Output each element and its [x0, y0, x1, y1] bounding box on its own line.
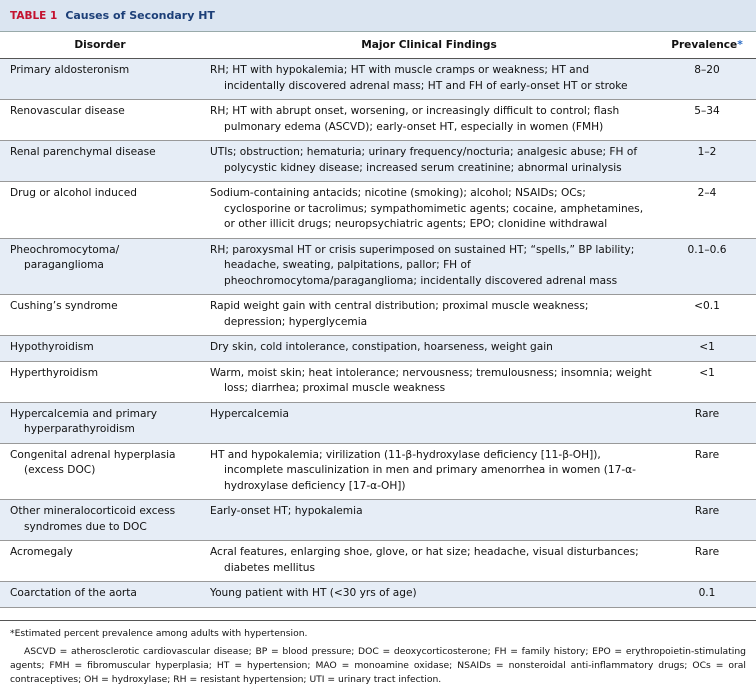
table-row: Drug or alcohol induced Sodium-containing… — [0, 181, 756, 239]
table-row: Renal parenchymal disease UTIs; obstructi… — [0, 140, 756, 182]
table-row: Hypercalcemia and primary hyperparathyro… — [0, 402, 756, 444]
column-header-text: Prevalence — [671, 39, 738, 51]
cell-text: Cushing’s syndrome — [10, 300, 118, 312]
table-cell: Rapid weight gain with central distribut… — [200, 294, 658, 336]
table-cell: Dry skin, cold intolerance, constipation… — [200, 335, 658, 362]
table-cell: Acral features, enlarging shoe, glove, o… — [200, 540, 658, 582]
table-cell: 5–34 — [658, 99, 756, 141]
table-cell: Rare — [658, 499, 756, 541]
table-cell: UTIs; obstruction; hematuria; urinary fr… — [200, 140, 658, 182]
cell-text: Sodium-containing antacids; nicotine (sm… — [210, 187, 644, 230]
footnote: ASCVD = atherosclerotic cardiovascular d… — [10, 645, 746, 685]
cell-text: Pheochromocytoma/ paraganglioma — [10, 243, 120, 272]
cell-text: HT and hypokalemia; virilization (11-β-h… — [210, 448, 636, 492]
cell-text: Early-onset HT; hypokalemia — [210, 505, 363, 517]
table-cell: Early-onset HT; hypokalemia — [200, 499, 658, 541]
table-cell: Congenital adrenal hyperplasia (excess D… — [0, 443, 200, 500]
table-cell: <1 — [658, 335, 756, 362]
table-cell: Young patient with HT (<30 yrs of age) — [200, 581, 658, 608]
table-cell: Rare — [658, 540, 756, 582]
table-row: Other mineralocorticoid excess syndromes… — [0, 499, 756, 541]
column-header: Prevalence* — [658, 32, 756, 59]
cell-text: Rapid weight gain with central distribut… — [210, 300, 589, 328]
table-cell: Hyperthyroidism — [0, 361, 200, 403]
table-cell: Acromegaly — [0, 540, 200, 582]
table-row: Hypothyroidism Dry skin, cold intolerance… — [0, 335, 756, 362]
cell-text: RH; paroxysmal HT or crisis superimposed… — [210, 243, 635, 287]
cell-text: Other mineralocorticoid excess syndromes… — [10, 505, 176, 533]
column-header: Disorder — [0, 32, 200, 59]
table-cell: Sodium-containing antacids; nicotine (sm… — [200, 181, 658, 239]
table-cell: 0.1–0.6 — [658, 238, 756, 295]
table-cell: Hypercalcemia and primary hyperparathyro… — [0, 402, 200, 444]
table-cell: Warm, moist skin; heat intolerance; nerv… — [200, 361, 658, 403]
table-row: Pheochromocytoma/ paraganglioma RH; parox… — [0, 238, 756, 295]
table-cell: 8–20 — [658, 58, 756, 100]
cell-text: Primary aldosteronism — [10, 64, 130, 76]
table-cell: Drug or alcohol induced — [0, 181, 200, 239]
cell-text: UTIs; obstruction; hematuria; urinary fr… — [210, 146, 638, 174]
table-cell: Renal parenchymal disease — [0, 140, 200, 182]
header-row: Disorder Major Clinical Findings Prevale… — [0, 32, 756, 59]
footnotes: *Estimated percent prevalence among adul… — [0, 619, 756, 687]
cell-text: Young patient with HT (<30 yrs of age) — [210, 587, 417, 599]
table-cell: <1 — [658, 361, 756, 403]
footnote-marker: * — [737, 39, 743, 51]
cell-text: Acromegaly — [10, 546, 73, 558]
table-cell: Coarctation of the aorta — [0, 581, 200, 608]
column-header: Major Clinical Findings — [200, 32, 658, 59]
footnote: *Estimated percent prevalence among adul… — [10, 627, 308, 639]
table-label: TABLE 1 — [10, 9, 58, 22]
table-cell: Other mineralocorticoid excess syndromes… — [0, 499, 200, 541]
table-cell: 0.1 — [658, 581, 756, 608]
table-row: Renovascular disease RH; HT with abrupt o… — [0, 99, 756, 141]
table-cell: Rare — [658, 402, 756, 444]
cell-text: Congenital adrenal hyperplasia (excess D… — [10, 448, 176, 477]
cell-text: Hypercalcemia — [210, 407, 289, 420]
table-row: Acromegaly Acral features, enlarging shoe… — [0, 540, 756, 582]
table-cell: <0.1 — [658, 294, 756, 336]
table-row: Primary aldosteronism RH; HT with hypokal… — [0, 58, 756, 100]
cell-text: Hypercalcemia and primary hyperparathyro… — [10, 407, 158, 436]
table-body: Primary aldosteronism RH; HT with hypokal… — [0, 58, 756, 608]
table-cell: HT and hypokalemia; virilization (11-β-h… — [200, 443, 658, 500]
table-cell: 2–4 — [658, 181, 756, 239]
table-row: Hyperthyroidism Warm, moist skin; heat in… — [0, 361, 756, 403]
table-row: Coarctation of the aorta Young patient wi… — [0, 581, 756, 608]
cell-text: Hypothyroidism — [10, 341, 94, 353]
table-cell: RH; paroxysmal HT or crisis superimposed… — [200, 238, 658, 295]
table-cell: Rare — [658, 443, 756, 500]
table-cell: Pheochromocytoma/ paraganglioma — [0, 238, 200, 295]
table-row: Cushing’s syndrome Rapid weight gain with… — [0, 294, 756, 336]
table-cell: RH; HT with abrupt onset, worsening, or … — [200, 99, 658, 141]
cell-text: RH; HT with abrupt onset, worsening, or … — [210, 105, 620, 133]
cell-text: Coarctation of the aorta — [10, 587, 137, 599]
table-cell: RH; HT with hypokalemia; HT with muscle … — [200, 58, 658, 100]
cell-text: Renovascular disease — [10, 105, 125, 117]
table-cell: Primary aldosteronism — [0, 58, 200, 100]
table-header: TABLE 1 Causes of Secondary HT — [0, 0, 756, 32]
table-cell: Hypothyroidism — [0, 335, 200, 362]
cell-text: RH; HT with hypokalemia; HT with muscle … — [210, 64, 628, 92]
cell-text: Dry skin, cold intolerance, constipation… — [210, 341, 553, 353]
cell-text: Hyperthyroidism — [10, 366, 99, 379]
table-row: Congenital adrenal hyperplasia (excess D… — [0, 443, 756, 500]
table-title: Causes of Secondary HT — [65, 9, 215, 22]
table-cell: Renovascular disease — [0, 99, 200, 141]
cell-text: Drug or alcohol induced — [10, 187, 137, 199]
cell-text: Acral features, enlarging shoe, glove, o… — [210, 546, 639, 574]
table-cell: 1–2 — [658, 140, 756, 182]
table-cell: Cushing’s syndrome — [0, 294, 200, 336]
table: Disorder Major Clinical Findings Prevale… — [0, 32, 756, 608]
cell-text: Renal parenchymal disease — [10, 146, 156, 158]
table-cell: Hypercalcemia — [200, 402, 658, 444]
cell-text: Warm, moist skin; heat intolerance; nerv… — [210, 366, 652, 395]
